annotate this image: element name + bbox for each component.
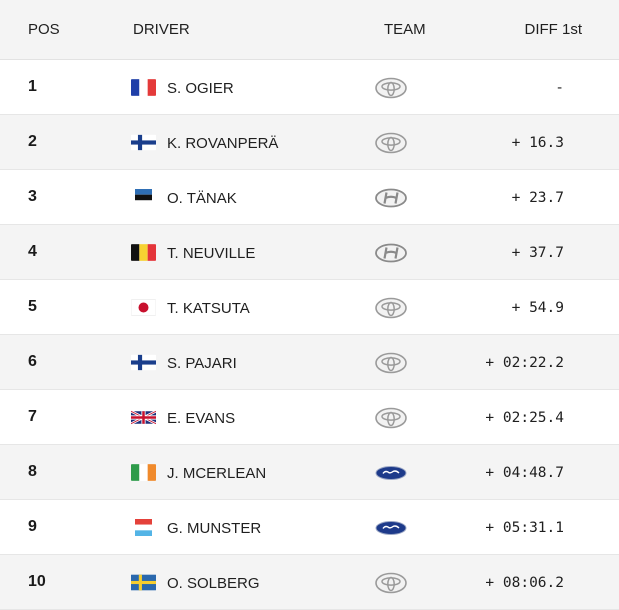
driver-name[interactable]: G. MUNSTER	[167, 520, 262, 537]
time-diff: + 08:06.2	[485, 575, 564, 591]
position: 7	[28, 408, 37, 425]
time-diff: + 05:31.1	[485, 520, 564, 536]
japan-flag-icon	[131, 299, 156, 316]
table-row[interactable]: 8 J. MCERLEAN + 04:48.7	[0, 445, 619, 500]
table-row[interactable]: 7 E. EVANS + 02:25.4	[0, 390, 619, 445]
hyundai-logo-icon	[373, 186, 409, 210]
driver-name[interactable]: E. EVANS	[167, 410, 236, 427]
finland-flag-icon	[131, 354, 156, 371]
toyota-logo-icon	[373, 406, 409, 430]
driver-name[interactable]: T. NEUVILLE	[167, 245, 256, 262]
france-flag-icon	[131, 79, 156, 96]
position: 9	[28, 518, 37, 535]
toyota-logo-icon	[373, 571, 409, 595]
position: 3	[28, 188, 37, 205]
sweden-flag-icon	[131, 574, 156, 591]
header-driver[interactable]: DRIVER	[133, 21, 190, 38]
toyota-logo-icon	[373, 351, 409, 375]
table-header: POS DRIVER TEAM DIFF 1st	[0, 0, 619, 60]
time-diff: + 23.7	[511, 190, 564, 206]
table-row[interactable]: 9 G. MUNSTER + 05:31.1	[0, 500, 619, 555]
time-diff: + 02:22.2	[485, 355, 564, 371]
time-diff: -	[555, 80, 564, 96]
driver-name[interactable]: J. MCERLEAN	[167, 465, 267, 482]
driver-name[interactable]: S. PAJARI	[167, 355, 237, 372]
toyota-logo-icon	[373, 76, 409, 100]
time-diff: + 54.9	[511, 300, 564, 316]
finland-flag-icon	[131, 134, 156, 151]
ford-logo-icon	[373, 461, 409, 485]
toyota-logo-icon	[373, 296, 409, 320]
header-pos[interactable]: POS	[28, 21, 60, 38]
table-row[interactable]: 1 S. OGIER -	[0, 60, 619, 115]
table-row[interactable]: 5 T. KATSUTA + 54.9	[0, 280, 619, 335]
table-row[interactable]: 6 S. PAJARI + 02:22.2	[0, 335, 619, 390]
time-diff: + 16.3	[511, 135, 564, 151]
toyota-logo-icon	[373, 131, 409, 155]
driver-name[interactable]: T. KATSUTA	[167, 300, 250, 317]
position: 2	[28, 133, 37, 150]
time-diff: + 04:48.7	[485, 465, 564, 481]
driver-name[interactable]: O. SOLBERG	[167, 575, 260, 592]
table-row[interactable]: 4 T. NEUVILLE + 37.7	[0, 225, 619, 280]
ford-logo-icon	[373, 516, 409, 540]
driver-name[interactable]: O. TÄNAK	[167, 190, 237, 207]
hyundai-logo-icon	[373, 241, 409, 265]
time-diff: + 02:25.4	[485, 410, 564, 426]
position: 8	[28, 463, 37, 480]
time-diff: + 37.7	[511, 245, 564, 261]
position: 6	[28, 353, 37, 370]
belgium-flag-icon	[131, 244, 156, 261]
position: 4	[28, 243, 37, 260]
position: 5	[28, 298, 37, 315]
driver-name[interactable]: S. OGIER	[167, 80, 234, 97]
position: 10	[28, 573, 46, 590]
uk-flag-icon	[131, 409, 156, 426]
luxembourg-flag-icon	[131, 519, 156, 536]
position: 1	[28, 78, 37, 95]
table-body: 1 S. OGIER - 2 K. ROVANPERÄ + 16.3 3 O. TÄNAK + …	[0, 60, 619, 610]
header-team[interactable]: TEAM	[384, 21, 426, 38]
table-row[interactable]: 10 O. SOLBERG + 08:06.2	[0, 555, 619, 610]
ireland-flag-icon	[131, 464, 156, 481]
table-row[interactable]: 3 O. TÄNAK + 23.7	[0, 170, 619, 225]
header-diff[interactable]: DIFF 1st	[524, 21, 582, 38]
driver-name[interactable]: K. ROVANPERÄ	[167, 135, 279, 152]
table-row[interactable]: 2 K. ROVANPERÄ + 16.3	[0, 115, 619, 170]
estonia-flag-icon	[131, 189, 156, 206]
